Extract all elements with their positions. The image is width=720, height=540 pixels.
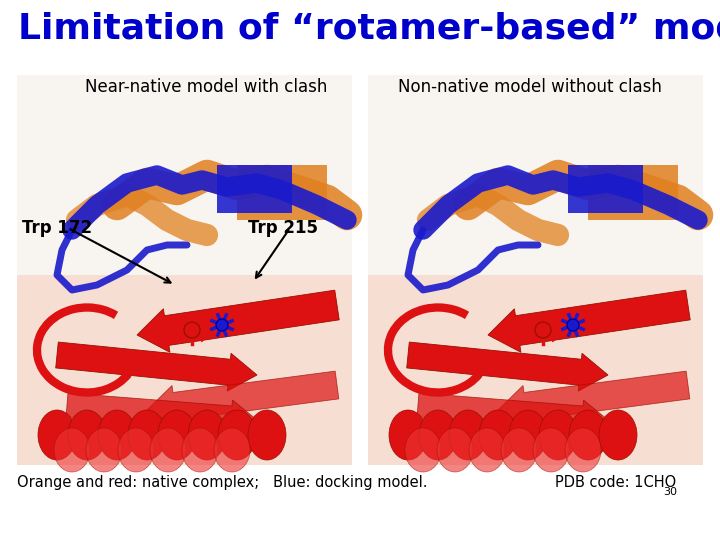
FancyArrow shape: [498, 371, 690, 427]
Text: Limitation of “rotamer-based” modeling: Limitation of “rotamer-based” modeling: [18, 12, 720, 46]
Ellipse shape: [98, 410, 136, 460]
Ellipse shape: [569, 410, 607, 460]
Bar: [17, 275, 352, 465]
Ellipse shape: [389, 410, 427, 460]
Bar: [368, 75, 703, 465]
Circle shape: [184, 322, 200, 338]
Ellipse shape: [248, 410, 286, 460]
Ellipse shape: [565, 428, 601, 472]
FancyArrow shape: [407, 342, 608, 391]
Ellipse shape: [469, 428, 505, 472]
FancyArrow shape: [137, 290, 339, 352]
FancyArrow shape: [55, 342, 257, 391]
FancyArrow shape: [417, 393, 608, 436]
Bar: [237, 165, 327, 220]
Bar: [368, 75, 703, 465]
Bar: [17, 75, 352, 465]
Ellipse shape: [599, 410, 637, 460]
FancyArrow shape: [488, 290, 690, 352]
Ellipse shape: [437, 428, 473, 472]
Bar: [368, 275, 703, 465]
Text: Orange and red: native complex;   Blue: docking model.: Orange and red: native complex; Blue: do…: [17, 475, 428, 490]
FancyArrow shape: [147, 371, 339, 427]
Ellipse shape: [118, 428, 154, 472]
Text: Non-native model without clash: Non-native model without clash: [398, 78, 662, 96]
Ellipse shape: [150, 428, 186, 472]
Ellipse shape: [479, 410, 517, 460]
Ellipse shape: [405, 428, 441, 472]
Ellipse shape: [54, 428, 90, 472]
FancyArrow shape: [66, 393, 257, 436]
Ellipse shape: [218, 410, 256, 460]
Ellipse shape: [182, 428, 218, 472]
Ellipse shape: [419, 410, 457, 460]
Circle shape: [535, 322, 551, 338]
Ellipse shape: [449, 410, 487, 460]
Text: Near-native model with clash: Near-native model with clash: [85, 78, 328, 96]
Ellipse shape: [533, 428, 569, 472]
Ellipse shape: [539, 410, 577, 460]
Ellipse shape: [86, 428, 122, 472]
Ellipse shape: [68, 410, 106, 460]
Ellipse shape: [509, 410, 547, 460]
Text: Trp 215: Trp 215: [248, 219, 318, 237]
Bar: [568, 165, 643, 213]
Ellipse shape: [214, 428, 250, 472]
Ellipse shape: [128, 410, 166, 460]
Bar: [217, 165, 292, 213]
Bar: [17, 75, 352, 465]
Circle shape: [567, 319, 579, 331]
Ellipse shape: [188, 410, 226, 460]
Bar: [588, 165, 678, 220]
Text: Trp 172: Trp 172: [22, 219, 92, 237]
Ellipse shape: [158, 410, 196, 460]
Text: 30: 30: [663, 487, 677, 497]
Ellipse shape: [38, 410, 76, 460]
Circle shape: [216, 319, 228, 331]
Text: PDB code: 1CHO: PDB code: 1CHO: [555, 475, 676, 490]
Ellipse shape: [501, 428, 537, 472]
